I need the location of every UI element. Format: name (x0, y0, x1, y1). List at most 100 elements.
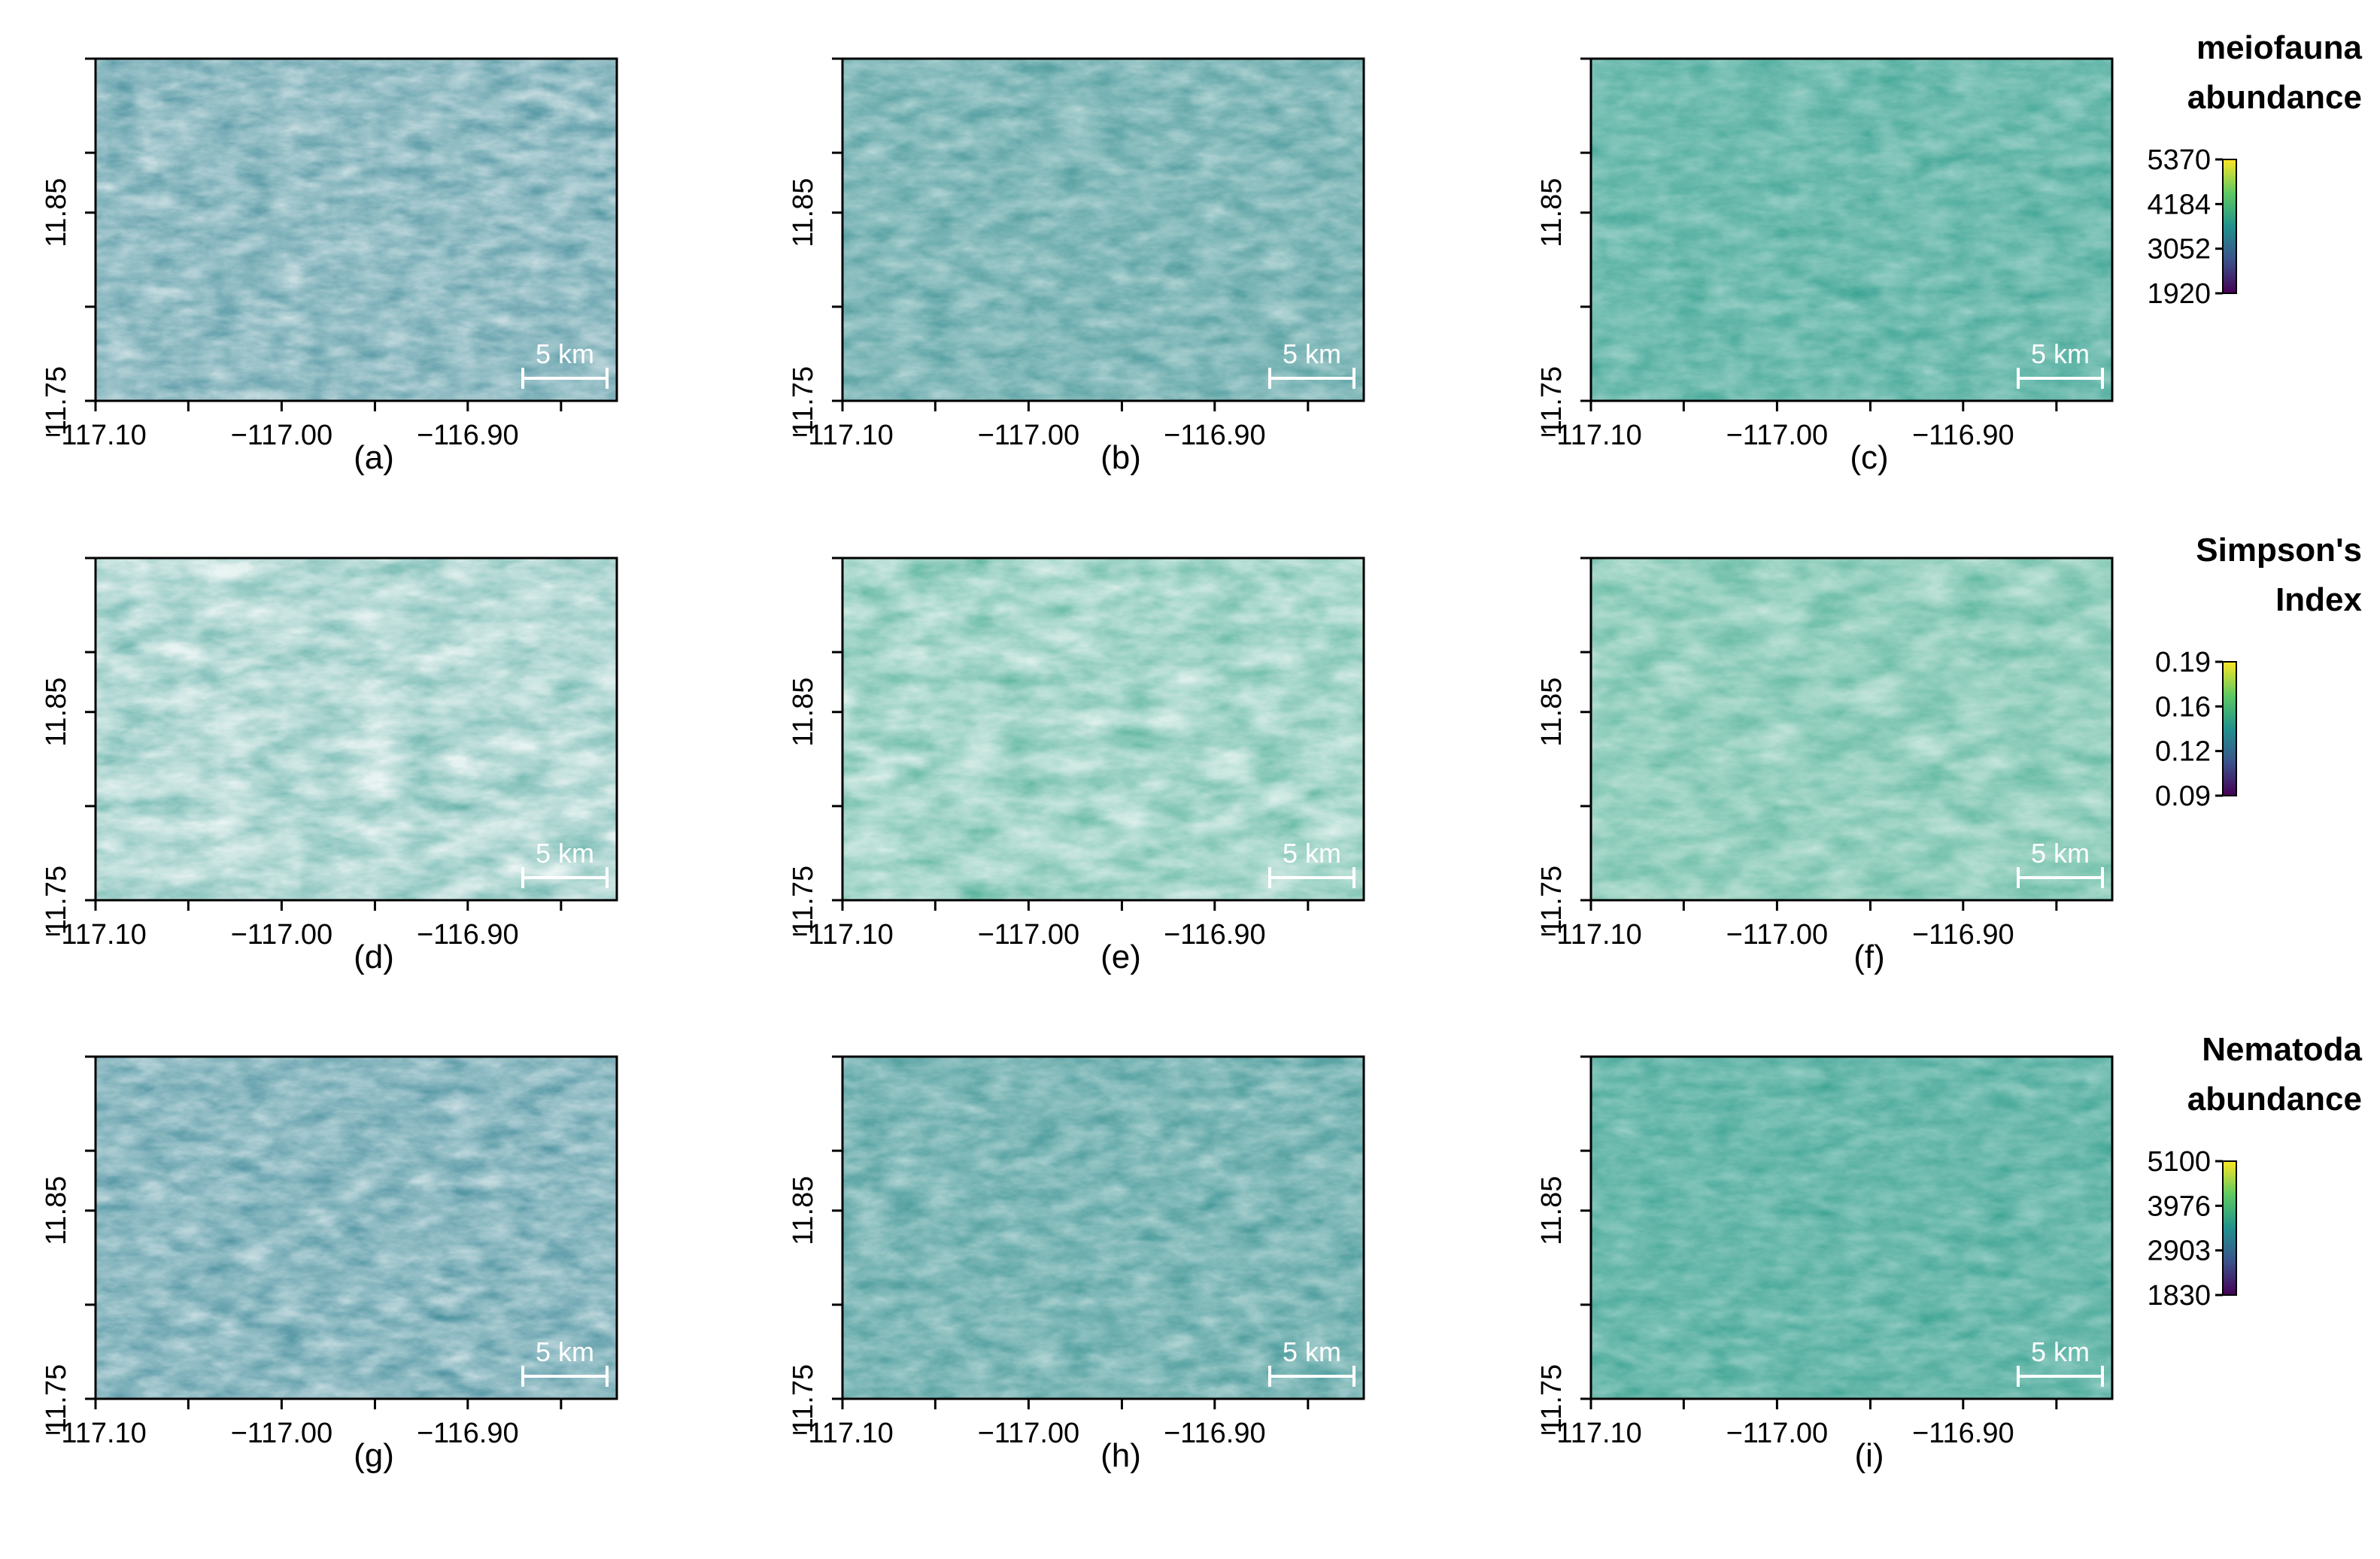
colorbar-tick-label: 4184 (2147, 189, 2211, 220)
raster-highlight (1591, 1057, 2112, 1399)
raster-highlight (1591, 558, 2112, 900)
raster-map (96, 59, 617, 401)
x-tick-label: −116.90 (1164, 1418, 1266, 1449)
raster-highlight (842, 558, 1364, 900)
y-tick-label: 11.85 (788, 1176, 819, 1245)
colorbar-tick-label: 3052 (2147, 234, 2211, 265)
legend-title: Nematoda (2202, 1031, 2362, 1068)
legend-title: abundance (2187, 1081, 2362, 1118)
raster-highlight (96, 59, 617, 401)
panel-label: (i) (1854, 1437, 1884, 1474)
x-tick-label: −116.90 (417, 420, 519, 451)
x-tick-label: −117.10 (791, 1418, 894, 1449)
y-tick-label: 11.75 (41, 1364, 72, 1433)
map-panel-i: −117.10 −117.00 −116.90 11.75 11.85 5 km (i) (1536, 1055, 2114, 1474)
y-tick-label: 11.75 (41, 366, 72, 435)
map-frame (94, 1055, 618, 1400)
scale-bar: 5 km (521, 838, 609, 888)
panel-label: (d) (354, 939, 394, 975)
x-tick-label: −116.90 (1164, 420, 1266, 451)
colorbar (2222, 661, 2237, 796)
colorbar-tick-label: 5100 (2147, 1146, 2211, 1178)
legend-0: meiofauna abundance 5370 4184 3052 1920 (2147, 29, 2362, 310)
y-tick-label: 11.85 (41, 178, 72, 247)
legend-title: Index (2275, 581, 2362, 618)
raster-map (842, 1057, 1364, 1399)
x-tick-label: −117.10 (44, 919, 147, 951)
y-tick-label: 11.75 (1536, 366, 1568, 435)
x-tick-label: −117.00 (231, 420, 333, 451)
scale-bar-label: 5 km (2031, 338, 2090, 369)
scale-bar: 5 km (2017, 1336, 2104, 1387)
legend-title: Simpson's (2196, 532, 2362, 569)
y-tick-label: 11.85 (788, 178, 819, 247)
scale-bar-label: 5 km (1283, 838, 1341, 869)
colorbar-tick-label: 0.09 (2155, 781, 2211, 812)
map-panel-h: −117.10 −117.00 −116.90 11.75 11.85 5 km (h) (788, 1055, 1365, 1474)
map-frame (1589, 57, 2114, 402)
colorbar-tick-label: 0.12 (2155, 736, 2211, 768)
x-tick-label: −117.10 (1540, 1418, 1642, 1449)
raster-map (842, 59, 1364, 401)
colorbar-tick-label: 1920 (2147, 278, 2211, 310)
y-tick-label: 11.75 (41, 866, 72, 935)
colorbar-tick-label: 2903 (2147, 1236, 2211, 1267)
legend-1: Simpson's Index 0.19 0.16 0.12 0.09 (2155, 532, 2362, 812)
scale-bar-label: 5 km (2031, 838, 2090, 869)
y-tick-label: 11.75 (788, 866, 819, 935)
panel-label: (g) (354, 1437, 394, 1474)
raster-highlight (842, 1057, 1364, 1399)
x-tick-label: −116.90 (1912, 1418, 2014, 1449)
scale-bar: 5 km (1268, 338, 1355, 389)
x-tick-label: −116.90 (417, 1418, 519, 1449)
colorbar-tick-label: 3976 (2147, 1190, 2211, 1222)
y-tick-label: 11.75 (788, 366, 819, 435)
y-tick-label: 11.85 (1536, 178, 1568, 247)
legends: meiofauna abundance 5370 4184 3052 1920 Simpso… (2147, 29, 2362, 1312)
x-tick-label: −117.10 (791, 420, 894, 451)
y-tick-label: 11.85 (788, 678, 819, 747)
raster-highlight (96, 558, 617, 900)
panel-label: (h) (1100, 1437, 1141, 1474)
x-tick-label: −117.00 (978, 919, 1080, 951)
x-tick-label: −117.00 (231, 919, 333, 951)
panel-label: (b) (1100, 439, 1141, 476)
x-tick-label: −117.00 (978, 1418, 1080, 1449)
map-panel-g: −117.10 −117.00 −116.90 11.75 11.85 5 km (g) (41, 1055, 618, 1474)
scale-bar-label: 5 km (536, 1336, 594, 1367)
panel-label: (f) (1853, 939, 1885, 975)
scale-bar: 5 km (1268, 1336, 1355, 1387)
legend-title: abundance (2187, 79, 2362, 116)
map-frame (841, 57, 1365, 402)
y-tick-label: 11.85 (1536, 678, 1568, 747)
y-tick-label: 11.75 (1536, 866, 1568, 935)
x-tick-label: −116.90 (1164, 919, 1266, 951)
colorbar (2222, 1160, 2237, 1296)
y-tick-label: 11.85 (1536, 1176, 1568, 1245)
colorbar-tick-label: 0.19 (2155, 647, 2211, 678)
scale-bar-label: 5 km (1283, 1336, 1341, 1367)
colorbar (2222, 159, 2237, 294)
x-tick-label: −116.90 (1912, 420, 2014, 451)
y-tick-label: 11.85 (41, 678, 72, 747)
x-tick-label: −117.10 (1540, 420, 1642, 451)
x-tick-label: −117.00 (1726, 919, 1829, 951)
y-tick-label: 11.75 (1536, 1364, 1568, 1433)
raster-map (96, 1057, 617, 1399)
map-frame (841, 1055, 1365, 1400)
scale-bar-label: 5 km (536, 338, 594, 369)
map-panel-a: −117.10 −117.00 −116.90 11.75 11.85 5 km (a) (41, 57, 618, 476)
raster-map (96, 558, 617, 900)
x-tick-label: −117.00 (231, 1418, 333, 1449)
y-tick-label: 11.85 (41, 1176, 72, 1245)
scale-bar: 5 km (2017, 838, 2104, 888)
colorbar-tick-label: 5370 (2147, 144, 2211, 176)
x-tick-label: −117.10 (44, 420, 147, 451)
map-panel-b: −117.10 −117.00 −116.90 11.75 11.85 5 km (b) (788, 57, 1365, 476)
map-frame (1589, 1055, 2114, 1400)
map-panel-c: −117.10 −117.00 −116.90 11.75 11.85 5 km (c) (1536, 57, 2114, 476)
map-frame (1589, 557, 2114, 902)
x-tick-label: −116.90 (417, 919, 519, 951)
